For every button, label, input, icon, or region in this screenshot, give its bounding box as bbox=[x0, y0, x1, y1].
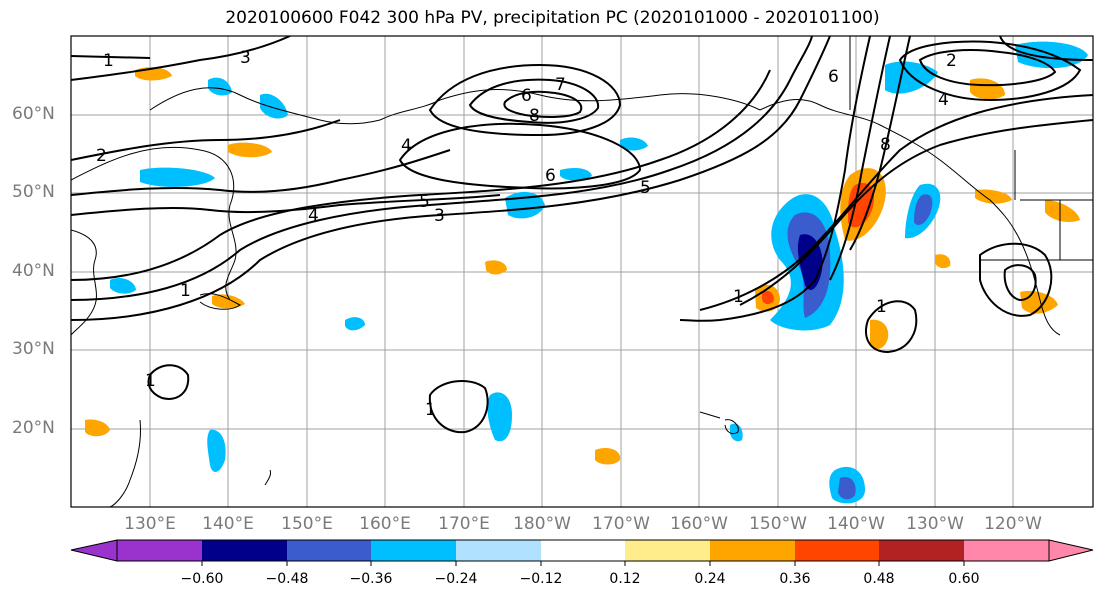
precip-shading bbox=[85, 41, 1088, 504]
contour-label: 3 bbox=[434, 206, 445, 226]
colorbar-tick-label: −0.24 bbox=[434, 571, 478, 587]
colorbar-segment bbox=[541, 540, 625, 561]
contour-label: 5 bbox=[419, 192, 430, 212]
colorbar-tick-label: 0.60 bbox=[948, 571, 980, 587]
lon-label: 150°W bbox=[749, 514, 807, 534]
lon-label: 170°W bbox=[592, 514, 650, 534]
map-frame bbox=[70, 35, 1094, 508]
colorbar-segment bbox=[371, 540, 456, 561]
contour-label: 6 bbox=[545, 166, 556, 186]
colorbar-segment bbox=[625, 540, 710, 561]
colorbar-segment bbox=[202, 540, 287, 561]
contour-label: 1 bbox=[876, 297, 887, 317]
lon-label: 130°W bbox=[906, 514, 964, 534]
contour-label: 4 bbox=[308, 206, 319, 226]
colorbar-tick-label: 0.24 bbox=[694, 571, 726, 587]
colorbar-segment bbox=[287, 540, 371, 561]
colorbar-high-extend bbox=[1048, 539, 1094, 562]
colorbar-tick-label: 0.36 bbox=[779, 571, 811, 587]
contour-label: 2 bbox=[946, 51, 957, 71]
lon-label: 160°E bbox=[359, 514, 411, 534]
contour-label: 6 bbox=[828, 67, 839, 87]
contour-label: 4 bbox=[401, 136, 412, 156]
colorbar-tick-label: 0.12 bbox=[609, 571, 641, 587]
lat-label: 50°N bbox=[12, 182, 55, 202]
colorbar-tick-label: 0.48 bbox=[863, 571, 895, 587]
colorbar-segment bbox=[964, 540, 1049, 561]
colorbar-segment bbox=[710, 540, 795, 561]
lon-label: 150°E bbox=[281, 514, 333, 534]
pv-contours bbox=[71, 36, 1093, 434]
lat-label: 30°N bbox=[12, 339, 55, 359]
lat-label: 20°N bbox=[12, 418, 55, 438]
contour-label: 6 bbox=[521, 86, 532, 106]
colorbar-tick-label: −0.48 bbox=[265, 571, 309, 587]
contour-label: 1 bbox=[733, 287, 744, 307]
colorbar-segment bbox=[117, 540, 202, 561]
contour-label: 1 bbox=[180, 281, 191, 301]
colorbar-segment bbox=[795, 540, 879, 561]
contour-label: 1 bbox=[103, 51, 114, 71]
contour-label: 8 bbox=[529, 106, 540, 126]
lon-label: 140°W bbox=[827, 514, 885, 534]
lon-label: 120°W bbox=[984, 514, 1042, 534]
colorbar-tick-label: −0.60 bbox=[180, 571, 224, 587]
contour-label: 4 bbox=[938, 90, 949, 110]
map-title: 2020100600 F042 300 hPa PV, precipitatio… bbox=[225, 8, 880, 28]
contour-label: 7 bbox=[555, 75, 566, 95]
contour-label: 2 bbox=[96, 146, 107, 166]
coastlines bbox=[71, 36, 1093, 507]
colorbar-segment bbox=[456, 540, 541, 561]
lat-label: 40°N bbox=[12, 261, 55, 281]
contour-label: 1 bbox=[425, 400, 436, 420]
contour-label: 3 bbox=[240, 48, 251, 68]
lon-label: 160°W bbox=[670, 514, 728, 534]
lon-label: 130°E bbox=[124, 514, 176, 534]
colorbar-low-extend bbox=[70, 539, 118, 562]
lon-label: 180°W bbox=[513, 514, 571, 534]
contour-label: 5 bbox=[640, 178, 651, 198]
lon-label: 170°E bbox=[438, 514, 490, 534]
colorbar-tick-label: −0.36 bbox=[349, 571, 393, 587]
contour-label: 1 bbox=[145, 371, 156, 391]
lat-label: 60°N bbox=[12, 104, 55, 124]
gridlines bbox=[71, 36, 1093, 507]
lon-label: 140°E bbox=[202, 514, 254, 534]
contour-label-group: 1 2 3 4 5 6 7 8 6 5 4 3 1 1 1 1 1 6 8 2 … bbox=[96, 48, 957, 420]
colorbar-tick-label: −0.12 bbox=[519, 571, 563, 587]
colorbar-segment bbox=[879, 540, 964, 561]
contour-label: 8 bbox=[880, 135, 891, 155]
colorbar bbox=[70, 539, 1094, 566]
